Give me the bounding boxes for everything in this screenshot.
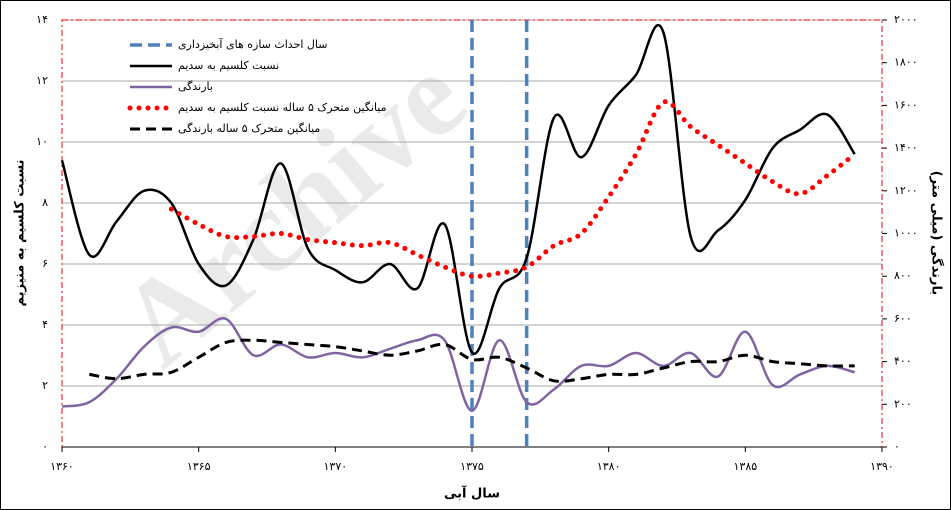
series-line xyxy=(168,99,858,279)
y-tick-label: ۴ xyxy=(42,318,48,331)
series-line xyxy=(60,23,856,355)
x-tick-label: ۱۳۹۰ xyxy=(870,460,894,473)
y2-tick-label: ۴۰۰ xyxy=(894,355,912,368)
x-tick-label: ۱۳۷۵ xyxy=(460,460,484,473)
y2-tick-label: ۶۰۰ xyxy=(894,312,912,325)
x-tick-label: ۱۳۸۰ xyxy=(597,460,621,473)
y-axis-title: نسبت کلسیم به منیزیم xyxy=(13,160,28,307)
x-tick-label: ۱۳۷۰ xyxy=(324,460,348,473)
y2-tick-label: ۸۰۰ xyxy=(894,269,912,282)
legend-label: میانگین متحرک ۵ ساله نسبت کلسیم به سدیم xyxy=(178,101,387,114)
y-tick-label: ۱۰ xyxy=(36,135,48,148)
x-tick-label: ۱۳۸۵ xyxy=(734,460,758,473)
y-tick-label: ۱۲ xyxy=(36,74,48,87)
x-axis-title: سال آبی xyxy=(444,485,500,502)
y-tick-label: ۰ xyxy=(42,440,48,453)
y2-tick-label: ۲۰۰ xyxy=(894,397,912,410)
y2-tick-label: ۱۲۰۰ xyxy=(894,184,918,197)
legend-label: بارندگی xyxy=(178,80,213,93)
y2-tick-label: ۱۰۰۰ xyxy=(894,227,918,240)
series-line xyxy=(61,317,855,412)
series-line xyxy=(89,338,855,383)
y2-tick-label: ۲۰۰۰ xyxy=(894,13,918,26)
y-tick-label: ۱۴ xyxy=(36,13,48,26)
x-tick-label: ۱۳۶۰ xyxy=(50,460,74,473)
legend-label: سال احداث سازه های آبخیزداری xyxy=(178,37,327,51)
x-tick-label: ۱۳۶۵ xyxy=(187,460,211,473)
y2-tick-label: ۱۶۰۰ xyxy=(894,98,918,111)
y2-axis-title: بارندگی (میلی متر) xyxy=(929,171,945,296)
y2-tick-label: ۱۴۰۰ xyxy=(894,141,918,154)
legend-label: نسبت کلسیم به سدیم xyxy=(178,59,279,72)
y2-tick-label: ۰ xyxy=(894,440,900,453)
y-tick-label: ۶ xyxy=(42,257,48,270)
y-tick-label: ۸ xyxy=(42,196,48,209)
y-tick-label: ۲ xyxy=(42,379,48,392)
y2-tick-label: ۱۸۰۰ xyxy=(894,56,918,69)
legend-label: میانگین متحرک ۵ ساله بارندگی xyxy=(178,122,320,135)
